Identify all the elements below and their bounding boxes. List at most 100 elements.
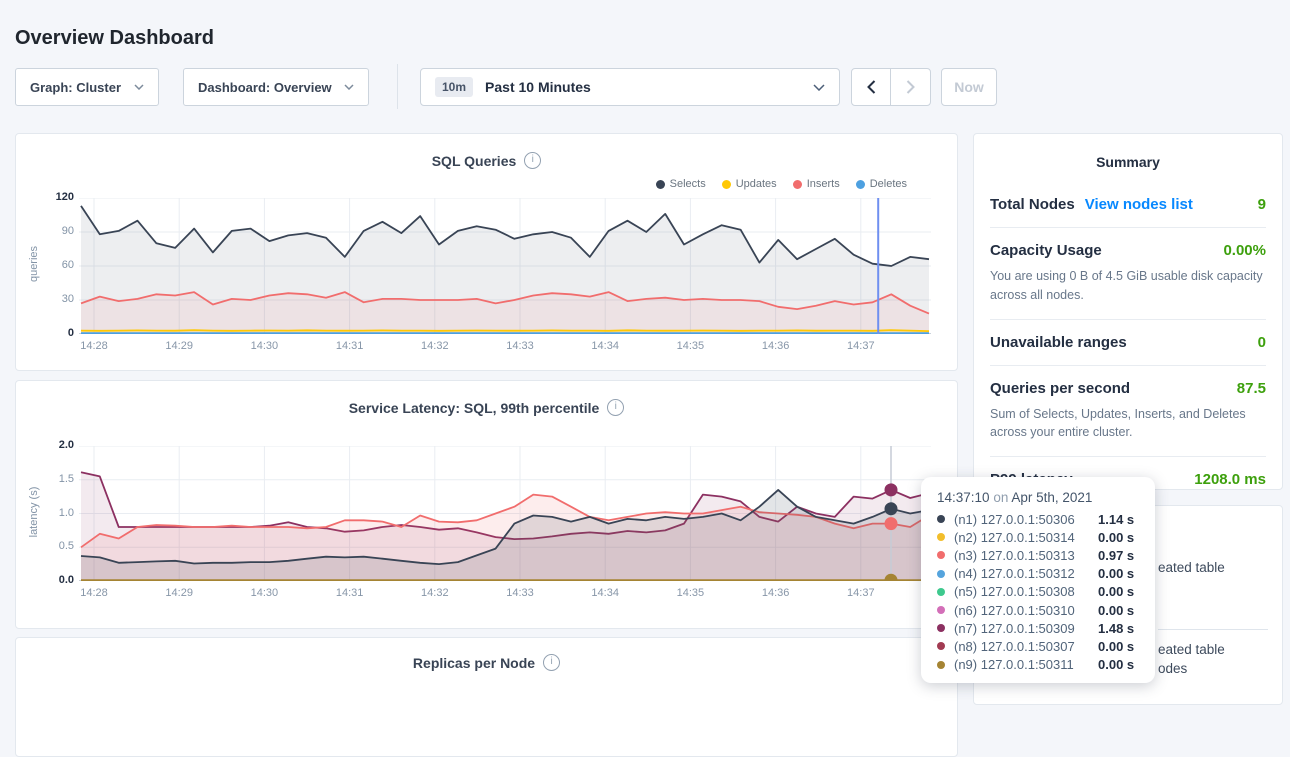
tooltip-node-row: (n1) 127.0.0.1:50306 1.14 s [937,510,1155,528]
tooltip-timestamp: 14:37:10 on Apr 5th, 2021 [937,490,1093,505]
tooltip-node-row: (n3) 127.0.0.1:50313 0.97 s [937,546,1155,564]
legend-series-dot [655,179,665,189]
service-latency-panel: Service Latency: SQL, 99th percentile i … [15,380,958,629]
node-latency-value: 0.97 s [1098,547,1135,563]
y-tick-label: 1.5 [58,472,74,485]
time-range-dropdown[interactable]: 10m Past 10 Minutes [420,68,840,106]
x-tick-label: 14:37 [847,340,875,352]
node-address: (n2) 127.0.0.1:50314 [954,529,1075,545]
capacity-usage-value: 0.00% [1223,242,1266,259]
chevron-down-icon [344,84,354,90]
x-tick-label: 14:34 [591,340,619,352]
event-item-fragment: odes [1158,661,1188,676]
y-tick-label: 2.0 [58,439,74,451]
chevron-left-icon [866,80,875,94]
sql-queries-panel: SQL Queries i Selects Updates Inserts Delet… [15,133,958,371]
node-series-dot [937,533,945,542]
node-latency-value: 1.48 s [1098,620,1135,636]
graph-dropdown[interactable]: Graph: Cluster [15,68,159,106]
legend-series-dot [721,179,731,189]
legend-series-label: Inserts [806,178,840,190]
controls-divider [397,64,398,109]
capacity-usage-label: Capacity Usage [990,242,1102,259]
x-tick-label: 14:35 [676,587,705,599]
summary-row-capacity: Capacity Usage 0.00% You are using 0 B o… [990,227,1266,319]
qps-value: 87.5 [1236,379,1266,397]
node-latency-value: 0.00 s [1098,657,1135,673]
tooltip-node-row: (n9) 127.0.0.1:50311 0.00 s [937,656,1155,674]
legend-item[interactable]: Deletes [855,178,907,190]
sql-queries-plot[interactable] [79,198,931,334]
x-tick-label: 14:31 [335,587,364,599]
x-tick-label: 14:34 [591,587,619,599]
node-series-dot [937,515,945,524]
x-tick-label: 14:36 [761,587,790,599]
event-item-fragment: eated table [1158,560,1225,575]
y-tick-label: 1.0 [58,506,74,519]
y-tick-label: 0.0 [58,574,74,586]
qps-description: Sum of Selects, Updates, Inserts, and De… [990,406,1246,440]
summary-row-unavailable-ranges: Unavailable ranges 0 [990,318,1266,365]
node-latency-value: 0.00 s [1098,602,1135,618]
time-range-label: Past 10 Minutes [485,79,591,95]
view-nodes-list-link[interactable]: View nodes list [1084,196,1193,213]
tooltip-node-row: (n7) 127.0.0.1:50309 1.48 s [937,619,1155,637]
x-tick-label: 14:29 [165,340,193,352]
legend-item[interactable]: Selects [655,178,706,190]
time-nav-group [851,68,931,106]
x-tick-label: 14:36 [761,340,790,352]
node-series-dot [937,551,945,560]
node-address: (n9) 127.0.0.1:50311 [954,657,1074,673]
x-tick-label: 14:37 [847,587,875,599]
node-latency-value: 0.00 s [1098,529,1135,545]
node-address: (n4) 127.0.0.1:50312 [954,566,1075,582]
now-button[interactable]: Now [941,68,997,106]
time-prev-button[interactable] [852,69,892,105]
p99-latency-value: 1208.0 ms [1194,471,1266,488]
summary-row-total-nodes: Total Nodes View nodes list 9 [990,184,1266,227]
time-next-button[interactable] [891,69,930,105]
legend-series-label: Updates [735,178,777,190]
sql-queries-title: SQL Queries [431,152,517,169]
legend-series-label: Selects [669,178,706,190]
y-tick-label: 30 [61,293,74,305]
node-series-dot [937,569,945,578]
x-tick-label: 14:33 [506,587,534,599]
dashboard-dropdown-label: Dashboard: Overview [198,79,332,95]
x-tick-label: 14:30 [250,340,279,352]
service-latency-plot[interactable] [79,446,931,581]
node-series-dot [937,642,945,651]
info-icon[interactable]: i [524,152,542,169]
events-divider [1158,629,1268,630]
total-nodes-label: Total Nodes [990,196,1075,213]
node-address: (n5) 127.0.0.1:50308 [954,584,1075,600]
total-nodes-value: 9 [1257,196,1266,213]
info-icon[interactable]: i [607,399,625,416]
capacity-usage-description: You are using 0 B of 4.5 GiB usable disk… [990,269,1263,302]
chevron-right-icon [906,80,915,94]
info-icon[interactable]: i [543,654,561,671]
tooltip-node-row: (n4) 127.0.0.1:50312 0.00 s [937,565,1155,583]
x-tick-label: 14:29 [165,587,193,599]
node-address: (n1) 127.0.0.1:50306 [954,511,1075,527]
unavailable-ranges-label: Unavailable ranges [990,333,1127,351]
y-tick-label: 60 [61,259,74,271]
x-tick-label: 14:33 [506,340,534,352]
y-tick-label: 120 [55,191,74,203]
node-address: (n8) 127.0.0.1:50307 [954,638,1075,654]
dashboard-dropdown[interactable]: Dashboard: Overview [183,68,369,106]
summary-title: Summary [1096,154,1160,170]
node-latency-value: 0.00 s [1098,584,1135,600]
event-item-fragment: eated table [1158,642,1225,657]
node-address: (n6) 127.0.0.1:50310 [954,602,1075,618]
legend-item[interactable]: Inserts [792,178,840,190]
node-latency-value: 1.14 s [1098,511,1135,527]
time-range-badge: 10m [435,77,474,97]
chevron-down-icon [134,84,144,90]
y-tick-label: 0 [67,327,74,339]
legend-item[interactable]: Updates [721,178,777,190]
replicas-per-node-panel: Replicas per Node i [15,637,958,757]
node-address: (n7) 127.0.0.1:50309 [954,620,1075,636]
graph-dropdown-label: Graph: Cluster [30,79,122,95]
x-tick-label: 14:32 [421,340,449,352]
